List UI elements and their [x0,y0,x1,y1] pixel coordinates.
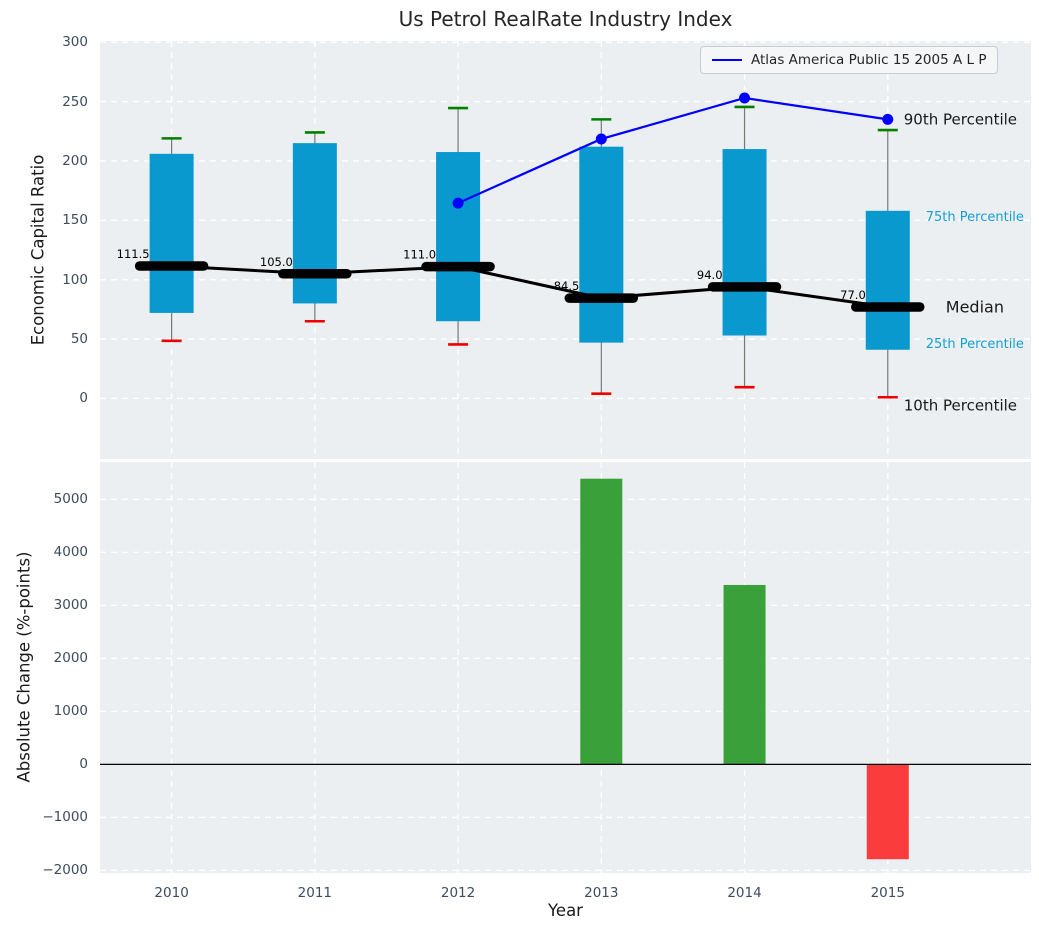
index-marker-2013 [596,133,607,144]
index-line [458,98,888,203]
bottom-ytick--2000: −2000 [0,861,88,879]
iqr-box-2012 [436,152,480,321]
top-ytick-200: 200 [0,152,88,170]
chart-title: Us Petrol RealRate Industry Index [100,7,1031,31]
xtick-2015: 2015 [853,884,923,902]
iqr-box-2015 [866,211,910,350]
median-value-label-2013: 84.5 [554,279,580,293]
iqr-box-2011 [293,143,337,303]
side-label-p90: 90th Percentile [904,110,1017,128]
bottom-plot-panel [100,462,1031,873]
bottom-ytick-3000: 3000 [0,596,88,614]
top-plot-panel: 111.5 105.0 111.0 84.5 94.0 77.0 90th Percenti… [100,41,1031,459]
box-percentile-chart: 111.5 105.0 111.0 84.5 94.0 77.0 90th Percenti… [100,41,1031,459]
xtick-2013: 2013 [566,884,636,902]
index-marker-2015 [882,114,893,125]
legend-label: Atlas America Public 15 2005 A L P [751,52,986,68]
index-marker-2014 [739,93,750,104]
change-bar-2015 [867,764,909,859]
change-bar-2013 [580,479,622,765]
median-value-label-2015: 77.0 [840,288,866,302]
top-ytick-100: 100 [0,271,88,289]
iqr-box-2014 [723,149,767,335]
absolute-change-bar-chart [100,462,1031,873]
side-label-median: Median [946,298,1004,317]
median-value-label-2014: 94.0 [697,268,723,282]
bottom-ytick-1000: 1000 [0,702,88,720]
top-ytick-250: 250 [0,93,88,111]
index-marker-2012 [453,198,464,209]
xtick-2012: 2012 [423,884,493,902]
x-axis-label: Year [100,901,1031,920]
bottom-ytick-4000: 4000 [0,543,88,561]
legend: Atlas America Public 15 2005 A L P [700,46,998,74]
top-ytick-150: 150 [0,211,88,229]
iqr-box-2013 [579,147,623,343]
bottom-ytick-0: 0 [0,755,88,773]
bottom-ytick-5000: 5000 [0,490,88,508]
bottom-ytick--1000: −1000 [0,808,88,826]
change-bar-2014 [724,585,766,764]
iqr-box-2010 [150,154,194,313]
top-y-axis-label: Economic Capital Ratio [29,155,48,346]
legend-line-sample-icon [712,59,742,61]
xtick-2010: 2010 [137,884,207,902]
side-label-p75: 75th Percentile [926,210,1024,225]
figure: Us Petrol RealRate Industry Index Econom… [0,0,1039,942]
bottom-ytick-2000: 2000 [0,649,88,667]
xtick-2011: 2011 [280,884,350,902]
side-label-p25: 25th Percentile [926,337,1024,352]
top-ytick-0: 0 [0,389,88,407]
side-label-p10: 10th Percentile [904,396,1017,414]
median-value-label-2012: 111.0 [403,248,436,262]
top-ytick-50: 50 [0,330,88,348]
median-value-label-2010: 111.5 [117,247,150,261]
xtick-2014: 2014 [710,884,780,902]
top-ytick-300: 300 [0,33,88,51]
median-value-label-2011: 105.0 [260,255,293,269]
